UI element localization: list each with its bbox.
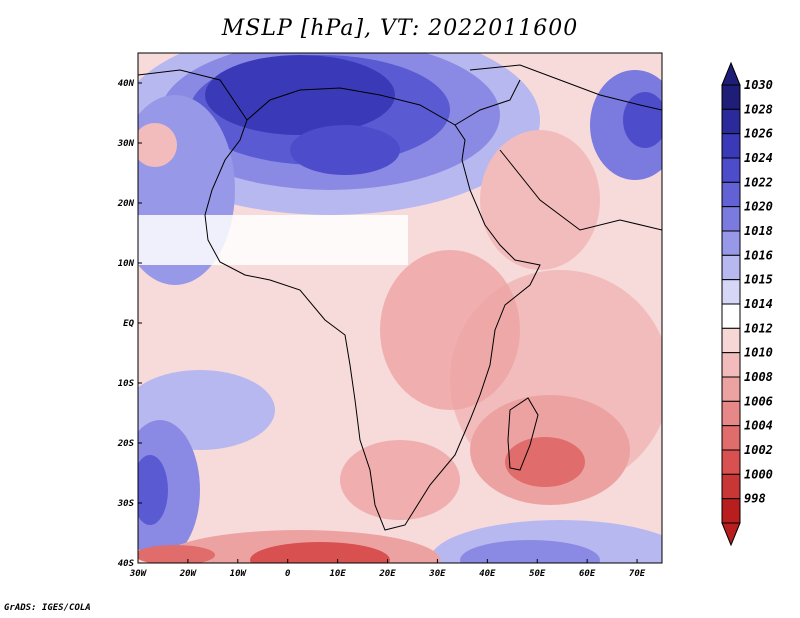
colorbar-label: 1008 <box>744 370 773 384</box>
colorbar-label: 1016 <box>744 248 773 262</box>
colorbar-bottom-arrow <box>721 522 741 547</box>
colorbar-swatch <box>721 84 741 110</box>
colorbar-label: 1002 <box>744 443 773 457</box>
colorbar-swatch <box>721 473 741 500</box>
credit-label: GrADS: IGES/COLA <box>4 603 91 613</box>
colorbar-swatch <box>721 254 741 281</box>
coastlines <box>138 64 662 531</box>
colorbar-swatch <box>721 181 741 208</box>
colorbar-label: 1028 <box>744 102 773 116</box>
colorbar: 1030 1028 1026 1024 1022 1020 1018 1016 1015 1014… <box>721 61 773 547</box>
lon-tick-label: 10W <box>230 569 248 579</box>
colorbar-label: 1012 <box>744 321 773 335</box>
colorbar-swatch <box>721 230 741 256</box>
lat-tick-label: EQ <box>123 319 134 329</box>
colorbar-swatch <box>721 400 741 427</box>
colorbar-swatch <box>721 327 741 354</box>
lon-tick-label: 70E <box>629 569 646 579</box>
colorbar-swatch <box>721 206 741 232</box>
lon-tick-label: 30E <box>428 569 446 579</box>
lon-tick-label: 40E <box>479 569 496 579</box>
lat-tick-label: 40S <box>118 559 135 569</box>
latitude-axis: 40N 30N 20N 10N EQ 10S 20S 30S 40S <box>117 79 142 569</box>
map-title: MSLP [hPa], VT: 2022011600 <box>221 16 579 41</box>
pressure-field <box>138 53 662 563</box>
lon-tick-label: 60E <box>579 569 596 579</box>
colorbar-label: 1020 <box>744 200 773 214</box>
lon-tick-label: 20W <box>179 569 198 579</box>
colorbar-label: 1000 <box>744 467 773 481</box>
lon-tick-label: 0 <box>285 569 291 579</box>
lon-tick-label: 10E <box>329 569 346 579</box>
lat-tick-label: 40N <box>118 79 135 89</box>
lat-tick-label: 10S <box>118 379 135 389</box>
map-frame <box>137 52 663 564</box>
lat-tick-label: 10N <box>118 259 135 269</box>
colorbar-swatch <box>721 498 741 524</box>
colorbar-label: 1030 <box>744 78 773 92</box>
colorbar-label: 998 <box>744 492 766 506</box>
colorbar-top-arrow <box>721 61 741 86</box>
colorbar-swatch <box>721 133 741 159</box>
lat-tick-label: 20S <box>117 439 135 449</box>
lon-tick-label: 30W <box>129 569 148 579</box>
colorbar-label: 1015 <box>744 273 773 287</box>
lat-tick-label: 30S <box>117 499 135 509</box>
colorbar-label: 1010 <box>744 346 773 360</box>
colorbar-label: 1006 <box>744 394 773 408</box>
colorbar-label: 1014 <box>744 297 773 311</box>
colorbar-label: 1024 <box>744 151 773 165</box>
colorbar-label: 1004 <box>744 419 773 433</box>
colorbar-swatch <box>721 449 741 475</box>
colorbar-swatch <box>721 279 741 305</box>
longitude-axis: 30W 20W 10W 0 10E 20E 30E 40E 50E 60E 70E <box>129 559 646 579</box>
colorbar-label: 1018 <box>744 224 773 238</box>
colorbar-swatch <box>721 157 741 183</box>
lon-tick-label: 50E <box>529 569 546 579</box>
colorbar-swatch <box>721 376 741 402</box>
lat-tick-label: 30N <box>117 139 135 149</box>
colorbar-label: 1026 <box>744 127 773 141</box>
colorbar-swatch <box>721 108 741 135</box>
colorbar-swatch <box>721 425 741 451</box>
lon-tick-label: 20E <box>378 569 396 579</box>
lat-tick-label: 20N <box>117 199 135 209</box>
colorbar-swatch <box>721 352 741 378</box>
colorbar-label: 1022 <box>744 175 773 189</box>
colorbar-swatch <box>721 303 741 329</box>
